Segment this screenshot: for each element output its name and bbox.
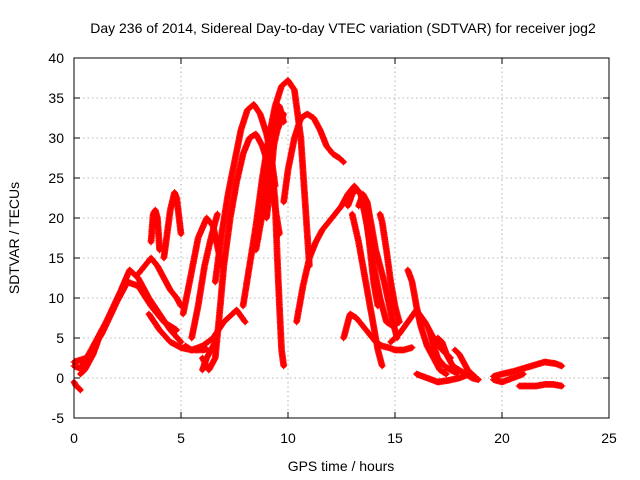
y-tick-label: 25 (48, 170, 64, 186)
series-markers (434, 334, 482, 383)
series-arc-04 (77, 326, 106, 378)
series-markers (404, 266, 450, 378)
x-tick-label: 0 (70, 430, 78, 446)
y-tick-label: 20 (48, 210, 64, 226)
series-arc-34 (515, 381, 566, 390)
series-arc-27 (404, 266, 450, 378)
y-tick-label: 5 (56, 330, 64, 346)
y-tick-label: 40 (48, 50, 64, 66)
plot-frame (73, 57, 610, 419)
series-arc-17 (263, 102, 288, 222)
series-markers (425, 326, 461, 377)
series-arc-29 (425, 326, 461, 377)
series-arc-18 (269, 174, 288, 370)
y-tick-label: 0 (56, 370, 64, 386)
series-arc-32 (490, 358, 566, 380)
series-arc-19 (280, 110, 347, 206)
series-markers (134, 254, 185, 310)
series-arc-13 (199, 338, 219, 374)
series-markers (348, 210, 386, 370)
series-arc-03 (70, 378, 84, 394)
series-markers (280, 110, 347, 206)
y-tick-label: 35 (48, 90, 64, 106)
series-markers (490, 358, 566, 380)
series-markers (77, 326, 106, 378)
x-tick-label: 25 (601, 430, 617, 446)
series-arc-30 (434, 334, 482, 383)
y-tick-label: 30 (48, 130, 64, 146)
series-arc-06 (134, 254, 185, 310)
chart-title: Day 236 of 2014, Sidereal Day-to-day VTE… (90, 20, 596, 36)
y-tick-label: 10 (48, 290, 64, 306)
x-tick-label: 20 (494, 430, 510, 446)
data-series-group (70, 77, 566, 394)
series-markers (269, 174, 288, 370)
series-arc-24 (355, 190, 401, 342)
series-markers (199, 338, 219, 374)
grid (74, 58, 609, 418)
series-arc-07 (160, 189, 185, 262)
series-markers (147, 206, 163, 254)
x-axis-label: GPS time / hours (288, 458, 395, 474)
series-markers (188, 210, 221, 342)
series-markers (515, 381, 566, 390)
series-arc-10 (188, 210, 221, 342)
x-tick-label: 10 (280, 430, 296, 446)
y-axis-label: SDTVAR / TECUs (6, 182, 22, 294)
series-arc-25 (376, 210, 403, 326)
x-tick-label: 5 (177, 430, 185, 446)
series-arc-23 (348, 210, 386, 370)
series-markers (451, 346, 480, 382)
series-markers (376, 210, 403, 326)
x-tick-label: 15 (387, 430, 403, 446)
series-markers (263, 102, 288, 222)
series-arc-33 (490, 370, 527, 386)
series-arc-31 (451, 346, 480, 382)
series-markers (355, 190, 401, 342)
series-arc-05 (147, 206, 163, 254)
series-markers (490, 370, 527, 386)
series-markers (160, 189, 185, 262)
y-tick-label: 15 (48, 250, 64, 266)
y-tick-label: -5 (52, 410, 65, 426)
